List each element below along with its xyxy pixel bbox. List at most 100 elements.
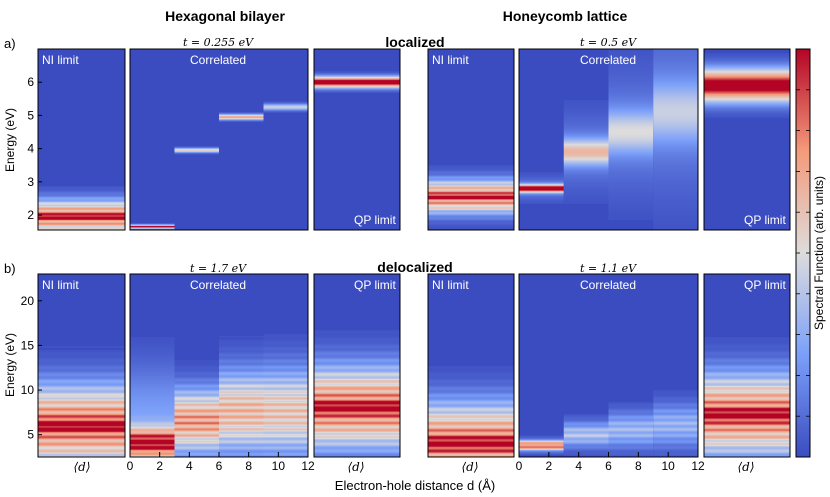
hopping-label-b-honey: t = 1.1 eV bbox=[580, 262, 637, 275]
qp-spectrum-row bbox=[704, 80, 790, 82]
correlated-bin-3-row bbox=[263, 403, 308, 405]
correlated-bin-1-row bbox=[174, 397, 219, 399]
qp-spectrum-row bbox=[704, 423, 790, 425]
correlated-bin-0-row bbox=[130, 437, 175, 439]
ni-spectrum-row bbox=[428, 171, 514, 173]
correlated-bin-1-row bbox=[563, 156, 609, 158]
qp-spectrum-row bbox=[314, 413, 400, 415]
correlated-bin-2-row bbox=[608, 53, 654, 55]
correlated-bin-1-row bbox=[563, 108, 609, 110]
correlated-bin-2-row bbox=[608, 85, 654, 87]
qp-spectrum-row bbox=[704, 82, 790, 84]
correlated-bin-2-row bbox=[219, 121, 264, 123]
ni-spectrum-row bbox=[428, 408, 514, 410]
correlated-bin-3-row bbox=[653, 97, 698, 99]
correlated-bin-1-row bbox=[174, 445, 219, 447]
ni-spectrum-row bbox=[428, 368, 514, 370]
regime-label-b: delocalized bbox=[377, 259, 452, 275]
qp-spectrum-row bbox=[704, 58, 790, 60]
correlated-bin-1-row bbox=[174, 402, 219, 404]
correlated-bin-0-row bbox=[130, 355, 175, 357]
correlated-bin-2-row bbox=[608, 165, 654, 167]
qp-spectrum-row bbox=[704, 87, 790, 89]
correlated-bin-2-row bbox=[608, 146, 654, 148]
correlated-bin-3-row bbox=[653, 60, 698, 62]
qp-spectrum-row bbox=[314, 394, 400, 396]
correlated-bin-1-row bbox=[563, 119, 609, 121]
correlated-bin-1-row bbox=[563, 121, 609, 123]
ni-spectrum-row bbox=[38, 225, 125, 227]
correlated-bin-3-row bbox=[653, 179, 698, 181]
ni-spectrum-row bbox=[38, 429, 125, 431]
ni-spectrum-row bbox=[428, 180, 514, 182]
correlated-bin-3-row bbox=[653, 105, 698, 107]
ni-spectrum-row bbox=[38, 205, 125, 207]
correlated-bin-0-row bbox=[130, 356, 175, 358]
ni-spectrum-row bbox=[428, 386, 514, 388]
correlated-bin-1-row bbox=[174, 366, 219, 368]
ni-spectrum-row bbox=[38, 198, 125, 200]
qp-spectrum-row bbox=[704, 354, 790, 356]
correlated-bin-3-row bbox=[653, 50, 698, 52]
correlated-bin-3-row bbox=[653, 158, 698, 160]
correlated-bin-2-row bbox=[608, 58, 654, 60]
correlated-bin-1-row bbox=[563, 130, 609, 132]
correlated-bin-0-row bbox=[130, 445, 175, 447]
correlated-bin-2-row bbox=[219, 425, 264, 427]
correlated-bin-2-row bbox=[608, 128, 654, 130]
correlated-bin-2-row bbox=[608, 193, 654, 195]
correlated-bin-1-row bbox=[174, 416, 219, 418]
correlated-bin-3-row bbox=[263, 369, 308, 371]
qp-spectrum-row bbox=[314, 332, 400, 334]
correlated-bin-1-row bbox=[174, 448, 219, 450]
correlated-bin-1-row bbox=[563, 454, 609, 456]
correlated-bin-2-row bbox=[219, 432, 264, 434]
correlated-bin-0-row bbox=[130, 438, 175, 440]
qp-spectrum-row bbox=[704, 111, 790, 113]
qp-spectrum-row bbox=[314, 424, 400, 426]
correlated-bin-2-row bbox=[219, 117, 264, 119]
ni-spectrum-row bbox=[428, 382, 514, 384]
correlated-bin-3-row bbox=[653, 108, 698, 110]
correlated-bin-2-row bbox=[608, 424, 654, 426]
correlated-bin-3-row bbox=[653, 146, 698, 148]
correlated-bin-2-row bbox=[219, 417, 264, 419]
correlated-bin-3-row bbox=[653, 440, 698, 442]
ni-spectrum-row bbox=[428, 177, 514, 179]
correlated-bin-3-row bbox=[653, 189, 698, 191]
correlated-bin-2-row bbox=[219, 454, 264, 456]
ni-spectrum-row bbox=[38, 358, 125, 360]
qp-spectrum-row bbox=[314, 439, 400, 441]
correlated-bin-0-row bbox=[130, 413, 175, 415]
qp-spectrum-row bbox=[704, 442, 790, 444]
correlated-bin-0-row bbox=[519, 183, 564, 185]
ni-spectrum-row bbox=[428, 373, 514, 375]
correlated-bin-0-row bbox=[130, 337, 175, 339]
ni-spectrum-row bbox=[428, 445, 514, 447]
correlated-bin-3-row bbox=[263, 351, 308, 353]
ni-label-a-honey: NI limit bbox=[432, 53, 469, 67]
correlated-bin-2-row bbox=[608, 203, 654, 205]
correlated-bin-0-row bbox=[130, 428, 175, 430]
correlated-bin-1-row bbox=[563, 428, 609, 430]
correlated-bin-3-row bbox=[653, 445, 698, 447]
qp-spectrum-row bbox=[314, 421, 400, 423]
qp-spectrum-row bbox=[704, 356, 790, 358]
qp-spectrum-row bbox=[314, 431, 400, 433]
qp-spectrum-row bbox=[314, 454, 400, 456]
qp-spectrum-row bbox=[704, 56, 790, 58]
correlated-bin-3-row bbox=[263, 111, 308, 113]
correlated-bin-2-row bbox=[608, 192, 654, 194]
correlated-bin-3-row bbox=[653, 449, 698, 451]
correlated-bin-3-row bbox=[263, 105, 308, 107]
correlated-bin-0-row bbox=[130, 347, 175, 349]
correlated-bin-2-row bbox=[219, 349, 264, 351]
ni-spectrum-row bbox=[428, 410, 514, 412]
correlated-bin-3-row bbox=[653, 225, 698, 227]
ni-spectrum-row bbox=[38, 414, 125, 416]
correlated-bin-1-row bbox=[563, 163, 609, 165]
qp-spectrum-row bbox=[314, 418, 400, 420]
correlated-bin-3-row bbox=[263, 443, 308, 445]
correlated-bin-0-row bbox=[130, 442, 175, 444]
ni-spectrum-row bbox=[428, 390, 514, 392]
